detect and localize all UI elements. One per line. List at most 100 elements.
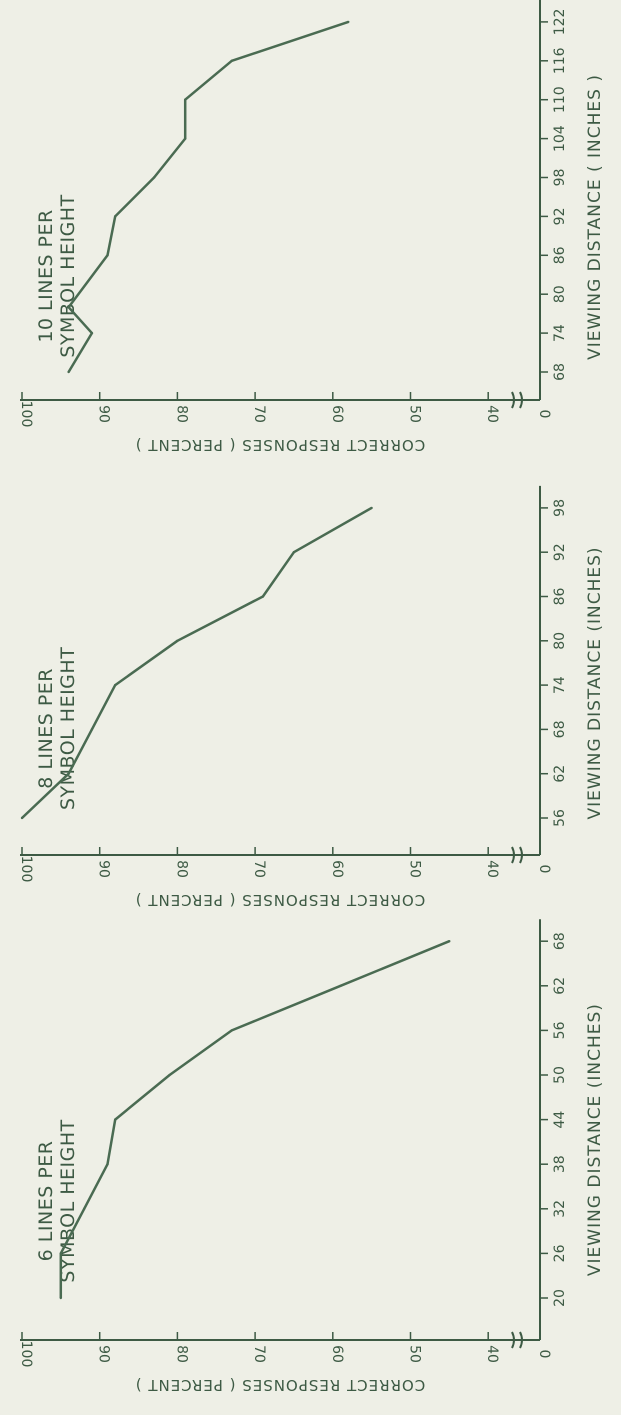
axis-break-mark <box>511 846 523 864</box>
series-line <box>21 506 373 819</box>
data-point <box>184 98 187 101</box>
data-point <box>347 20 350 24</box>
distance-tick-label: 98 <box>552 499 568 517</box>
distance-tick-label: 56 <box>552 1021 568 1039</box>
data-point <box>448 940 451 943</box>
data-point <box>67 370 70 374</box>
data-point <box>90 728 94 731</box>
data-point <box>67 306 70 309</box>
data-point <box>152 176 156 179</box>
panel-title-line: 10 LINES PER <box>35 209 57 342</box>
x-axis-title: VIEWING DISTANCE ( INCHES ) <box>585 74 605 360</box>
percent-tick-label: 90 <box>96 860 112 878</box>
distance-tick-label: 32 <box>552 1200 568 1218</box>
data-point <box>114 1118 117 1121</box>
percent-tick-label: 0 <box>536 410 552 419</box>
percent-tick-label: 80 <box>173 1345 189 1363</box>
panel-title-line: 8 LINES PER <box>35 668 57 789</box>
distance-tick-label: 68 <box>552 720 568 738</box>
percent-tick-label: 100 <box>18 1341 34 1368</box>
distance-tick-label: 56 <box>552 809 568 827</box>
percent-tick-label: 90 <box>96 405 112 423</box>
percent-tick-label: 70 <box>251 860 267 878</box>
series-line <box>67 20 349 373</box>
distance-tick-label: 104 <box>552 125 568 152</box>
panel-title-line: SYMBOL HEIGHT <box>57 194 79 357</box>
distance-tick-label: 92 <box>552 543 568 561</box>
distance-tick-label: 86 <box>552 246 568 264</box>
percent-tick-label: 90 <box>96 1345 112 1363</box>
percent-tick-label: 100 <box>18 401 34 428</box>
distance-tick-label: 92 <box>552 207 568 225</box>
distance-tick-label: 68 <box>552 363 568 381</box>
distance-tick-label: 62 <box>552 765 568 783</box>
data-point <box>261 595 265 598</box>
distance-tick-label: 116 <box>552 47 568 74</box>
data-point <box>114 683 117 687</box>
x-axis-title: VIEWING DISTANCE (INCHES) <box>585 546 605 819</box>
panel-title-line: 6 LINES PER <box>35 1141 57 1262</box>
distance-tick-label: 86 <box>552 588 568 606</box>
percent-tick-label: 100 <box>18 856 34 883</box>
percent-tick-label: 50 <box>407 1345 423 1363</box>
axis-break-mark <box>511 1331 523 1349</box>
data-point <box>83 1207 86 1211</box>
axis-break-mark <box>511 391 523 409</box>
data-point <box>184 137 187 140</box>
data-point <box>176 639 179 642</box>
percent-tick-label: 70 <box>251 1345 267 1363</box>
data-point <box>20 816 24 820</box>
data-point <box>106 1163 109 1166</box>
distance-tick-label: 26 <box>552 1244 568 1262</box>
distance-tick-label: 62 <box>552 977 568 995</box>
x-axis-title: VIEWING DISTANCE (INCHES) <box>585 1003 605 1276</box>
data-point <box>292 551 296 554</box>
percent-tick-label: 0 <box>536 865 552 874</box>
distance-tick-label: 44 <box>552 1111 568 1129</box>
distance-tick-label: 50 <box>552 1066 568 1084</box>
percent-tick-label: 80 <box>173 405 189 423</box>
distance-tick-label: 74 <box>552 676 568 694</box>
percent-tick-label: 40 <box>484 1345 500 1363</box>
panel-title-line: SYMBOL HEIGHT <box>57 1119 79 1282</box>
data-point <box>339 984 342 987</box>
data-point <box>59 1296 62 1300</box>
percent-tick-label: 0 <box>536 1350 552 1359</box>
data-point <box>114 215 117 218</box>
distance-tick-label: 98 <box>552 169 568 187</box>
percent-tick-label: 80 <box>173 860 189 878</box>
panel-10-lines: 100 90 80 70 60 50 40 0 68 74 80 86 92 98 104 110 116 122… <box>18 0 605 454</box>
panel-8-lines: 100 90 80 70 60 50 40 0 56 62 68 74 80 86 92 98 VIEWING … <box>18 485 605 909</box>
distance-tick-label: 74 <box>552 324 568 342</box>
panel-title-line: SYMBOL HEIGHT <box>57 647 79 810</box>
data-point <box>67 772 70 775</box>
percent-tick-label: 50 <box>407 405 423 423</box>
data-point <box>90 331 94 335</box>
percent-tick-label: 60 <box>329 860 345 878</box>
data-point <box>370 506 373 510</box>
distance-tick-label: 110 <box>552 86 568 113</box>
data-point <box>168 1073 171 1077</box>
percent-tick-label: 40 <box>484 405 500 423</box>
data-point <box>230 1029 233 1032</box>
distance-tick-label: 20 <box>552 1289 568 1307</box>
distance-tick-label: 68 <box>552 932 568 950</box>
series-line <box>59 940 450 1298</box>
percent-tick-label: 60 <box>329 1345 345 1363</box>
y-axis-title: CORRECT RESPONSES ( PERCENT ) <box>135 436 426 454</box>
percent-tick-label: 40 <box>484 860 500 878</box>
distance-tick-label: 80 <box>552 632 568 650</box>
distance-tick-label: 80 <box>552 285 568 303</box>
data-point <box>230 59 233 62</box>
percent-tick-label: 60 <box>329 405 345 423</box>
distance-tick-label: 122 <box>552 9 568 36</box>
y-axis-title: CORRECT RESPONSES ( PERCENT ) <box>135 1376 426 1394</box>
data-point <box>59 1252 62 1255</box>
data-point <box>106 254 109 257</box>
percent-tick-label: 50 <box>407 860 423 878</box>
panel-6-lines: 100 90 80 70 60 50 40 0 20 26 32 38 44 50 56 62 68 VIEWIN… <box>18 919 605 1394</box>
distance-tick-label: 38 <box>552 1155 568 1173</box>
y-axis-title: CORRECT RESPONSES ( PERCENT ) <box>135 891 426 909</box>
percent-tick-label: 70 <box>251 405 267 423</box>
